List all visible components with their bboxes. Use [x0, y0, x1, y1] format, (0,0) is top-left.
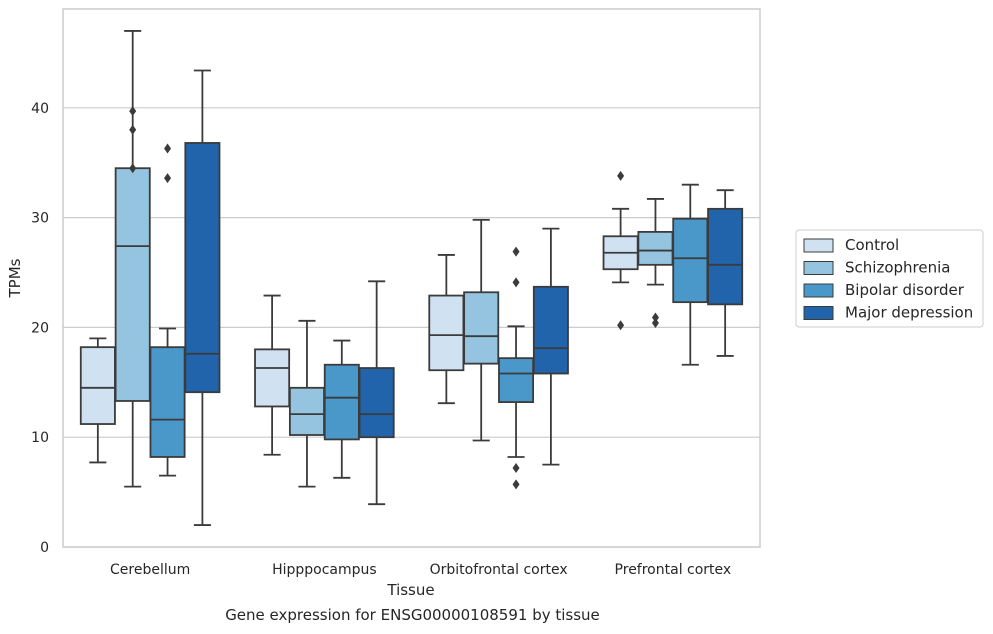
box — [184, 142, 221, 394]
outlier-point — [512, 479, 520, 490]
legend-swatch — [803, 283, 834, 298]
outlier-point — [512, 246, 520, 257]
box — [498, 357, 535, 403]
box-group — [498, 246, 535, 490]
box-group — [114, 30, 151, 488]
outlier-point — [651, 312, 659, 323]
outlier-point — [617, 320, 625, 331]
legend: Control Schizophrenia Bipolar disorder Majo… — [795, 229, 984, 328]
legend-swatch — [803, 261, 834, 275]
outlier-point — [164, 143, 172, 154]
box-group — [323, 339, 360, 479]
box — [463, 291, 500, 365]
box-group — [358, 280, 395, 506]
y-tick-label: 0 — [40, 540, 49, 556]
box — [672, 217, 709, 304]
y-axis-label: TPMs — [6, 258, 24, 298]
box — [532, 285, 569, 375]
box-groups — [79, 30, 744, 526]
outlier-point — [129, 124, 137, 135]
box — [114, 167, 151, 402]
box — [358, 367, 395, 439]
outlier-point — [651, 318, 659, 329]
plot-area-frame — [62, 8, 761, 548]
x-axis-label: Tissue — [386, 581, 434, 599]
x-tick-label: Hipppocampus — [272, 562, 377, 578]
box-group — [463, 218, 500, 442]
x-tick-labels: Cerebellum Hipppocampus Orbitofrontal cort… — [110, 562, 731, 578]
x-tick-label: Orbitofrontal cortex — [430, 562, 568, 578]
legend-swatch — [803, 238, 834, 253]
legend-label: Schizophrenia — [845, 259, 950, 277]
y-tick-label: 20 — [31, 320, 49, 336]
box — [707, 207, 744, 306]
y-tick-label: 30 — [31, 211, 49, 227]
legend-label: Major depression — [845, 304, 973, 322]
box-group — [707, 189, 744, 357]
outlier-point — [512, 277, 520, 288]
legend-swatch — [803, 306, 834, 320]
box-group — [79, 337, 116, 464]
box — [149, 346, 186, 458]
legend-label: Control — [845, 236, 899, 254]
legend-frame — [795, 229, 984, 328]
box-group — [602, 170, 639, 331]
box — [637, 230, 674, 266]
box-group — [184, 69, 221, 526]
box-group — [532, 227, 569, 466]
outlier-point — [129, 163, 137, 174]
outlier-point — [617, 170, 625, 181]
box-group — [149, 143, 186, 477]
box-group — [672, 183, 709, 366]
outlier-point — [512, 462, 520, 473]
box — [288, 386, 325, 436]
x-tick-label: Cerebellum — [110, 562, 190, 578]
box — [428, 294, 465, 372]
box-group — [428, 254, 465, 405]
legend-label: Bipolar disorder — [845, 281, 965, 299]
box — [323, 363, 360, 441]
y-tick-labels: 0 10 20 30 40 — [31, 101, 49, 556]
box — [254, 348, 291, 408]
box-group — [254, 294, 291, 456]
x-tick-label: Prefrontal cortex — [615, 562, 732, 578]
box — [79, 346, 116, 425]
box-group — [288, 319, 325, 488]
outlier-point — [164, 173, 172, 184]
figure-caption: Gene expression for ENSG00000108591 by t… — [225, 606, 600, 624]
box-group — [637, 198, 674, 329]
y-tick-label: 10 — [31, 430, 49, 446]
outlier-point — [129, 106, 137, 117]
y-tick-label: 40 — [31, 101, 49, 117]
